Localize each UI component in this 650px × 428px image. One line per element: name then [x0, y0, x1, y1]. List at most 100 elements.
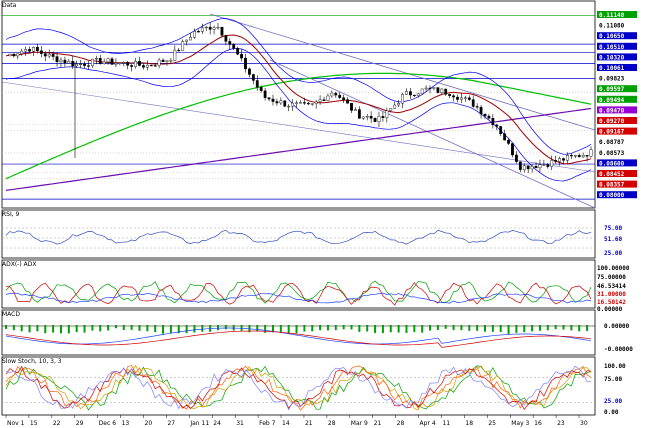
macd-bar — [531, 325, 534, 332]
stoch-level-label: 25.00 — [604, 398, 622, 405]
price-label-bg — [597, 170, 637, 177]
candle-body — [232, 44, 236, 49]
x-axis: Nov 1 15 22 29 Dec 6 13 20 27 Jan 11 24 31 Feb 7 14 2… — [5, 415, 588, 427]
x-tick-label: Feb 7 — [259, 420, 276, 427]
adx-level-label: 75.00000 — [597, 274, 626, 281]
candle-body — [43, 53, 47, 57]
candle-body — [334, 92, 338, 96]
candle-body — [440, 88, 444, 93]
macd-level-label: -0.00000 — [604, 346, 633, 353]
macd-bar — [271, 325, 274, 333]
price-label-bg — [597, 42, 637, 50]
candle-body — [138, 61, 141, 66]
candle-body — [515, 154, 518, 162]
adx-minus-line — [5, 282, 592, 306]
macd-bar — [20, 325, 23, 332]
candle-body — [28, 49, 31, 52]
candle-body — [90, 58, 94, 67]
macd-bar — [217, 325, 220, 331]
candle-body — [573, 155, 577, 157]
candle-body — [142, 65, 145, 68]
candle-body — [361, 116, 365, 119]
stoch-frame — [1, 356, 596, 416]
candle-body — [499, 126, 503, 134]
candle-body — [251, 74, 255, 81]
macd-bar — [138, 325, 141, 331]
macd-bar — [5, 325, 7, 329]
candle-body — [369, 116, 373, 119]
candle-body — [381, 116, 385, 118]
candle-body — [342, 97, 346, 100]
macd-bar — [295, 325, 298, 334]
candle-body — [114, 63, 118, 65]
macd-signal-line — [5, 330, 592, 348]
candle-body — [318, 99, 322, 102]
candle-body — [581, 155, 585, 158]
candle-body — [275, 101, 279, 104]
rsi-frame — [1, 209, 596, 259]
candle-body — [149, 64, 153, 67]
price-label: 0.10650 — [599, 33, 625, 40]
macd-bar — [303, 325, 306, 332]
stoch-line-3 — [5, 365, 592, 411]
macd-bar — [311, 325, 314, 332]
macd-bar — [130, 325, 133, 330]
candle-body — [165, 60, 169, 62]
price-label-bg — [597, 191, 637, 199]
macd-bar — [476, 325, 479, 331]
macd-bar — [429, 325, 432, 331]
x-tick-label: 28 — [397, 420, 405, 427]
macd-bar — [436, 325, 439, 330]
candle-body — [216, 26, 220, 29]
x-tick-label: May 3 — [511, 420, 529, 427]
candle-body — [326, 95, 330, 101]
stoch-line-2 — [5, 364, 592, 411]
candle-body — [16, 53, 20, 57]
stoch-level-label: 100.00 — [604, 363, 626, 370]
macd-bar — [562, 325, 565, 330]
macd-bar — [342, 325, 345, 330]
macd-bar — [358, 325, 361, 332]
macd-bar — [507, 325, 510, 334]
adx-level-label: 100.00000 — [597, 265, 630, 272]
candle-body — [306, 102, 310, 105]
x-tick-label: 14 — [282, 420, 290, 427]
macd-bar — [319, 325, 322, 331]
candle-body — [577, 155, 581, 158]
candle-body — [279, 100, 283, 104]
macd-bar — [185, 325, 188, 334]
price-label: 0.10061 — [599, 65, 625, 72]
macd-bar — [114, 325, 117, 329]
candle-body — [157, 59, 161, 66]
adx-panel-title: ADX(-) ADX — [2, 261, 36, 268]
candle-body — [39, 50, 43, 54]
x-tick-label: 23 — [557, 420, 565, 427]
price-label: 0.09270 — [599, 118, 625, 125]
candle-body — [585, 155, 589, 157]
macd-bar — [67, 325, 70, 334]
candle-body — [244, 57, 247, 70]
price-label-bg — [597, 21, 637, 29]
candle-body — [534, 166, 538, 169]
price-label: 0.11140 — [599, 12, 625, 19]
macd-bar — [444, 325, 447, 329]
candle-body — [377, 116, 381, 122]
macd-bar — [264, 325, 267, 333]
price-axis-labels: 0.11140 0.11080 0.10650 0.10510 0.10320 0.100… — [597, 11, 637, 199]
candle-body — [122, 62, 126, 64]
candle-body — [530, 166, 534, 170]
price-label-bg — [597, 95, 637, 103]
candle-body — [59, 59, 63, 63]
candle-body — [550, 160, 554, 167]
candle-body — [373, 118, 377, 122]
stoch-line-4 — [5, 365, 592, 411]
candle-body — [177, 49, 181, 52]
candle-body — [236, 48, 240, 55]
candle-body — [299, 102, 302, 104]
macd-bar — [177, 325, 180, 334]
macd-line — [5, 327, 592, 345]
ma-green-line — [5, 72, 592, 180]
stoch-line-0 — [5, 365, 592, 411]
candle-body — [487, 115, 491, 119]
macd-bar — [99, 325, 102, 332]
